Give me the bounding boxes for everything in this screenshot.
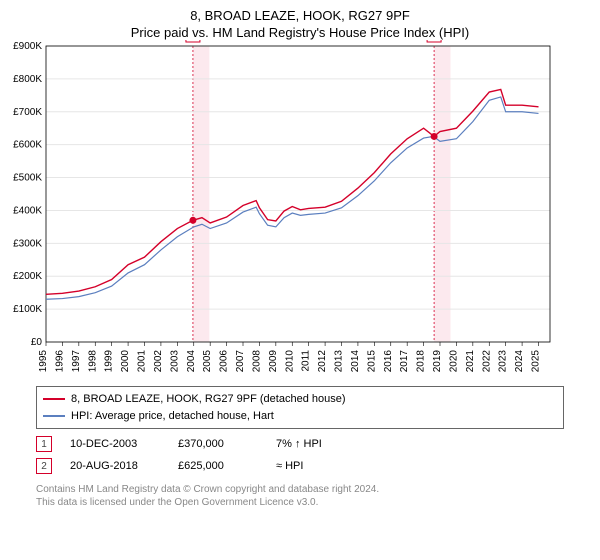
transaction-date: 10-DEC-2003 [70, 438, 160, 450]
price-chart: £0 £100K £200K £300K £400K £500K £600K £700K £80… [0, 40, 560, 380]
footnote-line-2: This data is licensed under the Open Gov… [36, 496, 564, 509]
svg-text:2004: 2004 [186, 350, 197, 373]
svg-text:£100K: £100K [13, 304, 42, 315]
svg-text:2010: 2010 [284, 350, 295, 373]
transaction-price: £625,000 [178, 460, 258, 472]
legend-swatch [43, 398, 65, 400]
legend: 8, BROAD LEAZE, HOOK, RG27 9PF (detached… [36, 386, 564, 429]
svg-text:2001: 2001 [137, 350, 148, 373]
svg-text:2022: 2022 [481, 350, 492, 373]
svg-text:1996: 1996 [54, 350, 65, 373]
svg-text:2003: 2003 [169, 350, 180, 373]
svg-text:£700K: £700K [13, 107, 42, 118]
svg-text:2002: 2002 [153, 350, 164, 373]
svg-text:£600K: £600K [13, 140, 42, 151]
svg-text:2007: 2007 [235, 350, 246, 373]
page-subtitle: Price paid vs. HM Land Registry's House … [0, 23, 600, 40]
svg-text:2024: 2024 [514, 350, 525, 373]
transaction-vs-hpi: 7% ↑ HPI [276, 438, 346, 450]
transaction-price: £370,000 [178, 438, 258, 450]
transaction-row: 2 20-AUG-2018 £625,000 ≈ HPI [36, 455, 564, 477]
svg-text:£300K: £300K [13, 238, 42, 249]
svg-text:2017: 2017 [399, 350, 410, 373]
svg-text:£400K: £400K [13, 205, 42, 216]
svg-text:2011: 2011 [301, 350, 312, 372]
svg-text:2019: 2019 [432, 350, 443, 373]
transaction-index-box: 2 [36, 458, 52, 474]
svg-text:£900K: £900K [13, 41, 42, 52]
legend-label: HPI: Average price, detached house, Hart [71, 408, 274, 425]
page-title: 8, BROAD LEAZE, HOOK, RG27 9PF [0, 0, 600, 23]
svg-text:1999: 1999 [104, 350, 115, 373]
transaction-vs-hpi: ≈ HPI [276, 460, 346, 472]
svg-text:2000: 2000 [120, 350, 131, 373]
svg-text:2015: 2015 [366, 350, 377, 373]
transactions-table: 1 10-DEC-2003 £370,000 7% ↑ HPI 2 20-AUG-2018… [36, 433, 564, 477]
svg-text:£0: £0 [31, 337, 43, 348]
svg-text:2016: 2016 [383, 350, 394, 373]
svg-text:2013: 2013 [334, 350, 345, 373]
svg-text:2: 2 [431, 40, 437, 42]
svg-text:2020: 2020 [448, 350, 459, 373]
svg-text:2012: 2012 [317, 350, 328, 373]
legend-row: HPI: Average price, detached house, Hart [43, 408, 557, 425]
svg-text:1997: 1997 [71, 350, 82, 373]
svg-text:1995: 1995 [38, 350, 49, 373]
svg-text:1: 1 [190, 40, 196, 42]
svg-text:2025: 2025 [531, 350, 542, 373]
svg-text:2023: 2023 [498, 350, 509, 373]
svg-text:1998: 1998 [87, 350, 98, 373]
svg-text:2005: 2005 [202, 350, 213, 373]
legend-label: 8, BROAD LEAZE, HOOK, RG27 9PF (detached… [71, 391, 346, 408]
svg-text:2021: 2021 [465, 350, 476, 373]
svg-text:£200K: £200K [13, 271, 42, 282]
svg-text:2009: 2009 [268, 350, 279, 373]
legend-swatch [43, 415, 65, 417]
svg-text:2008: 2008 [251, 350, 262, 373]
transaction-index-box: 1 [36, 436, 52, 452]
transaction-date: 20-AUG-2018 [70, 460, 160, 472]
legend-row: 8, BROAD LEAZE, HOOK, RG27 9PF (detached… [43, 391, 557, 408]
footnote-line-1: Contains HM Land Registry data © Crown c… [36, 483, 564, 496]
svg-text:£500K: £500K [13, 173, 42, 184]
transaction-row: 1 10-DEC-2003 £370,000 7% ↑ HPI [36, 433, 564, 455]
svg-text:2018: 2018 [416, 350, 427, 373]
svg-text:£800K: £800K [13, 74, 42, 85]
footnote: Contains HM Land Registry data © Crown c… [36, 483, 564, 509]
svg-text:2006: 2006 [219, 350, 230, 373]
svg-text:2014: 2014 [350, 350, 361, 373]
